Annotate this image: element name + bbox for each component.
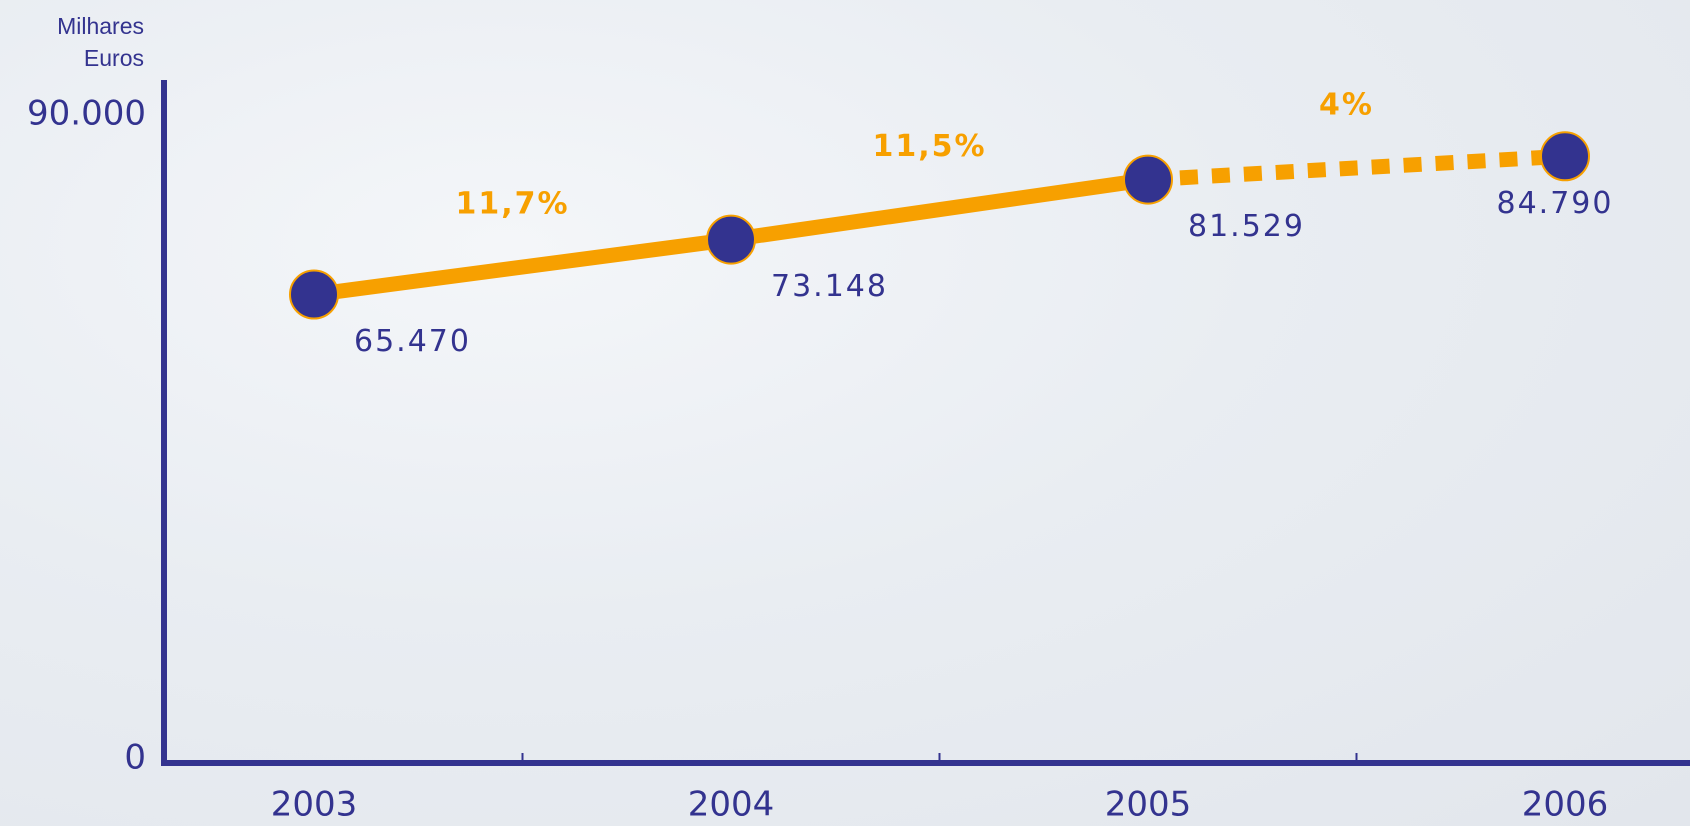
y-tick-label: 0 <box>124 738 146 778</box>
x-tick-label: 2006 <box>1522 785 1609 825</box>
line-dashed <box>1147 148 1566 188</box>
growth-label: 4% <box>1319 87 1374 122</box>
point <box>1540 131 1590 182</box>
x-tick-label: 2004 <box>688 785 775 825</box>
value-label: 73.148 <box>771 269 888 304</box>
value-label: 84.790 <box>1497 186 1614 221</box>
point <box>706 214 756 265</box>
y-axis-label: Milhares Euros <box>57 13 144 71</box>
point <box>289 269 339 320</box>
growth-label: 11,5% <box>872 129 986 164</box>
growth-label: 11,7% <box>455 187 569 222</box>
x-tick-label: 2003 <box>271 785 358 825</box>
value-label: 81.529 <box>1188 209 1305 244</box>
y-tick-label: 90.000 <box>27 94 146 134</box>
x-tick-label: 2005 <box>1105 785 1192 825</box>
value-label: 65.470 <box>354 324 471 359</box>
point <box>1123 154 1173 205</box>
